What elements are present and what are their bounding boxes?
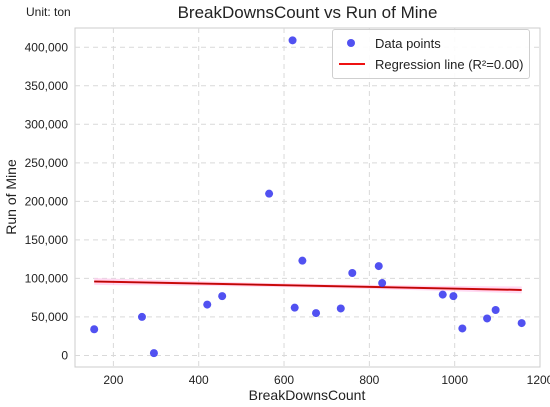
data-point — [374, 262, 383, 271]
y-tick-label: 50,000 — [31, 310, 68, 324]
x-tick-label: 400 — [189, 373, 209, 387]
data-point — [137, 312, 146, 321]
x-tick-label: 800 — [359, 373, 379, 387]
data-point — [517, 319, 526, 328]
legend: Data points Regression line (R²=0.00) — [332, 29, 530, 79]
data-point — [449, 292, 458, 301]
data-point — [336, 304, 345, 313]
y-tick-label: 350,000 — [25, 79, 69, 93]
legend-line-marker — [339, 54, 369, 74]
legend-item-data-points: Data points — [339, 33, 441, 53]
y-tick-label: 250,000 — [25, 156, 69, 170]
y-tick-label: 300,000 — [25, 117, 69, 131]
y-tick-label: 150,000 — [25, 233, 69, 247]
x-tick-label: 600 — [274, 373, 294, 387]
data-point — [218, 292, 227, 301]
legend-dot-marker — [339, 33, 369, 53]
x-tick-label: 1000 — [441, 373, 468, 387]
legend-item-regression: Regression line (R²=0.00) — [339, 54, 523, 74]
grid-lines — [75, 28, 540, 367]
legend-label-points: Data points — [375, 35, 441, 51]
y-tick-label: 0 — [61, 348, 68, 362]
y-axis-ticks: 0 50,000 100,000 150,000 200,000 250,000 300,0… — [25, 40, 69, 362]
y-tick-label: 400,000 — [25, 40, 69, 54]
regression-line-shadow — [94, 280, 522, 291]
data-point — [483, 314, 492, 323]
y-tick-label: 100,000 — [25, 271, 69, 285]
y-tick-label: 200,000 — [25, 194, 69, 208]
regression-line-group — [94, 280, 522, 291]
data-point — [290, 303, 299, 312]
chart-title: BreakDownsCount vs Run of Mine — [177, 3, 438, 22]
plot-area — [74, 27, 541, 368]
legend-label-line: Regression line (R²=0.00) — [375, 56, 524, 72]
x-axis-label: BreakDownsCount — [249, 387, 366, 403]
data-point — [312, 309, 321, 318]
data-point — [265, 189, 274, 198]
y-axis-label: Run of Mine — [3, 159, 19, 235]
data-point — [90, 325, 99, 334]
x-tick-label: 200 — [103, 373, 123, 387]
data-point — [458, 324, 467, 333]
data-point — [149, 349, 158, 358]
data-point — [203, 300, 212, 309]
data-point — [378, 279, 387, 288]
data-point — [288, 36, 297, 45]
data-point — [298, 256, 307, 265]
data-point — [438, 290, 447, 299]
unit-label: Unit: ton — [26, 5, 71, 19]
data-point — [348, 269, 357, 278]
data-points-group — [90, 36, 526, 358]
data-point — [491, 305, 500, 314]
